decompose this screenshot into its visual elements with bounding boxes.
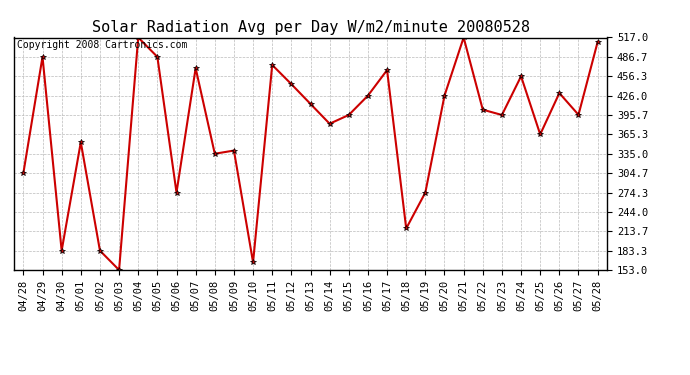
Title: Solar Radiation Avg per Day W/m2/minute 20080528: Solar Radiation Avg per Day W/m2/minute … [92,20,529,35]
Text: Copyright 2008 Cartronics.com: Copyright 2008 Cartronics.com [17,40,187,50]
